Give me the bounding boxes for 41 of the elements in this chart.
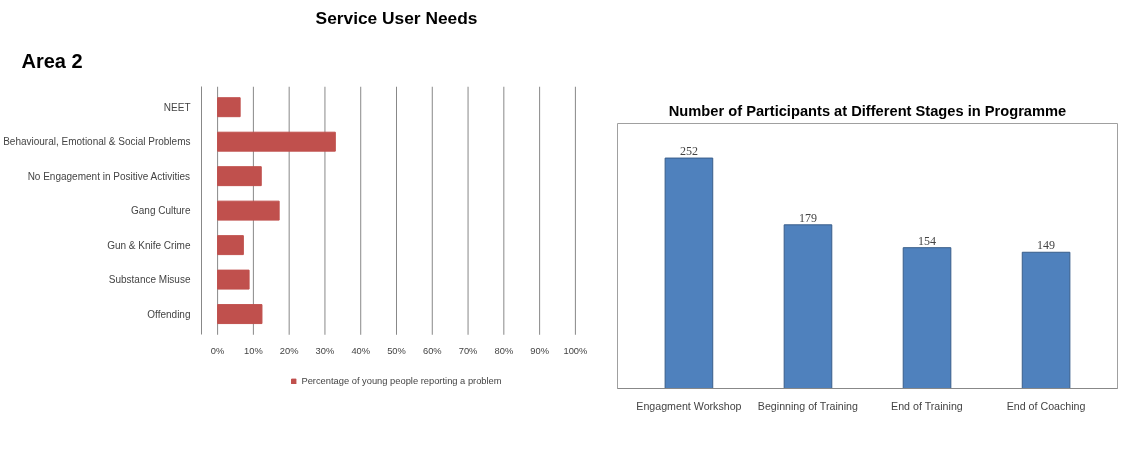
bar [217,166,262,187]
x-tick-label: 10% [244,345,263,356]
bar [217,97,241,118]
bar [902,247,952,389]
x-tick-label: 30% [315,345,335,356]
x-tick-label: 0% [210,345,225,356]
bar [217,200,280,221]
data-label: 179 [798,210,817,225]
y-tick-label: NEET [163,101,191,113]
data-label: 154 [918,233,937,248]
chart-title: Service User Needs [315,7,478,28]
x-tick-label: Engagment Workshop [636,399,742,412]
x-tick-label: 40% [351,345,371,356]
x-tick-label: 90% [530,345,549,356]
x-tick-label: Beginning of Training [757,399,859,412]
x-tick-label: 50% [387,345,406,356]
x-tick-label: End of Coaching [1006,399,1086,412]
y-tick-label: No Engagement in Positive Activities [27,170,190,182]
data-label: 149 [1037,238,1056,253]
x-tick-label: 60% [422,345,442,356]
y-tick-label: Substance Misuse [108,274,191,286]
x-tick-label: 20% [279,345,299,356]
x-tick-label: 100% [563,345,588,356]
x-tick-label: 70% [458,345,478,356]
bar [783,224,833,389]
bar [217,304,263,325]
bar [1021,251,1071,389]
bar [217,131,336,152]
y-tick-label: Gun & Knife Crime [107,239,191,251]
y-tick-label: Offending [147,308,191,320]
text: Area 2 [21,49,83,72]
legend-label: Percentage of young people reporting a problem [301,376,502,386]
bar [664,157,714,389]
y-tick-label: Behavioural, Emotional & Social Problems [3,136,191,148]
data-label: 252 [679,144,698,159]
y-tick-label: Gang Culture [131,205,191,217]
x-tick-label: End of Training [891,399,963,412]
chart-title: Number of Participants at Different Stages in Programme [668,102,1067,119]
x-tick-label: 80% [494,345,514,356]
bar [217,269,250,290]
bar [217,235,244,256]
